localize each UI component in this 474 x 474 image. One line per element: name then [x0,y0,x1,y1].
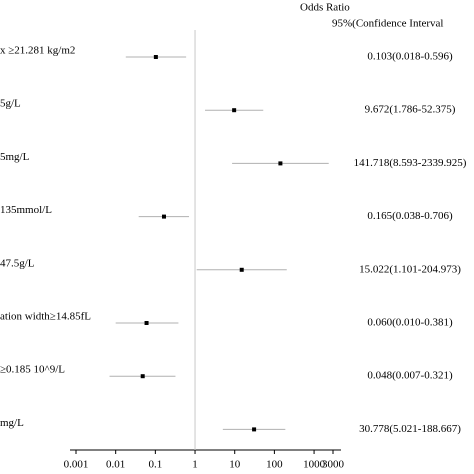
value-label: 0.165(0.038-0.706) [367,210,453,222]
point-estimate [278,161,283,166]
point-estimate [239,267,244,272]
value-label: 15.022(1.101-204.973) [359,263,461,275]
header-line: Odds Ratio [300,2,350,14]
point-estimate [144,321,149,325]
row-label: 47.5g/L [0,257,35,269]
value-label: 0.103(0.018-0.596) [367,51,453,63]
row-label: ation width≥14.85fL [0,311,91,323]
point-estimate [161,214,166,219]
value-label: 0.060(0.010-0.381) [367,317,453,329]
value-label: 141.718(8.593-2339.925) [354,157,467,169]
row-label: ≥0.185 10^9/L [0,364,65,376]
x-tick-label: 10 [229,459,241,471]
x-tick-label: 100 [266,459,283,471]
row-label: 5mg/L [0,151,30,163]
header-line: 95%(Confidence Interval [332,18,443,30]
x-tick-label: 0.1 [148,459,162,471]
point-estimate [140,374,145,379]
value-label: 9.672(1.786-52.375) [365,104,456,116]
point-estimate [252,427,257,432]
x-tick-label: 1000 [303,459,326,471]
row-label: x ≥21.281 kg/m2 [0,45,75,57]
row-label: 5g/L [0,98,21,110]
x-tick-label: 1 [192,459,198,471]
value-label: 0.048(0.007-0.321) [367,370,453,382]
point-estimate [153,55,158,59]
x-tick-label: 0.001 [64,459,89,471]
x-tick-label: 0.01 [106,459,125,471]
row-label: 135mmol/L [0,204,52,216]
x-tick-label: 3000 [322,459,345,471]
row-label: mg/L [0,417,24,429]
value-label: 30.778(5.021-188.667) [359,423,461,435]
point-estimate [232,108,237,113]
